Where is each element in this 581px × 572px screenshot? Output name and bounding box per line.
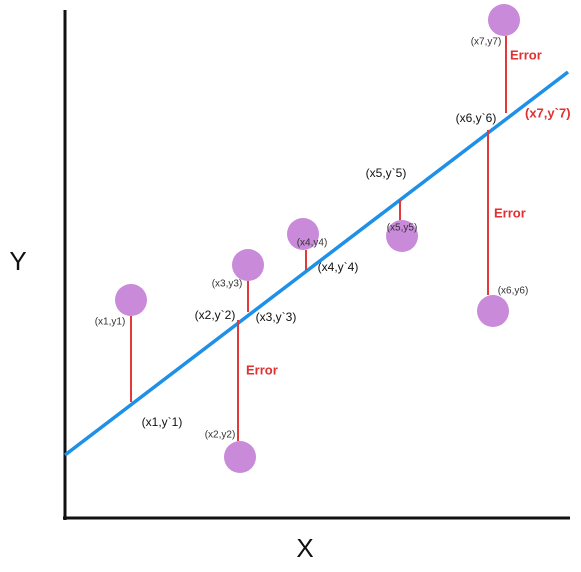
data-point bbox=[386, 220, 418, 252]
point-label: (x3,y3) bbox=[212, 279, 243, 290]
x-axis-label: X bbox=[296, 533, 313, 563]
data-point bbox=[115, 284, 147, 316]
predicted-label: (x1,y`1) bbox=[142, 415, 183, 429]
predicted-label: (x5,y`5) bbox=[366, 166, 407, 180]
point-label: (x6,y6) bbox=[498, 286, 529, 297]
point-label: (x4,y4) bbox=[297, 238, 328, 249]
predicted-label: (x4,y`4) bbox=[318, 260, 359, 274]
point-label: (x2,y2) bbox=[205, 430, 236, 441]
regression-line bbox=[63, 70, 570, 457]
point-label: (x1,y1) bbox=[95, 317, 126, 328]
data-point bbox=[287, 218, 319, 250]
data-point bbox=[224, 441, 256, 473]
error-label: Error bbox=[246, 362, 278, 377]
data-point bbox=[488, 4, 520, 36]
error-label: Error bbox=[494, 205, 526, 220]
predicted-label: (x6,y`6) bbox=[456, 111, 497, 125]
data-point bbox=[477, 295, 509, 327]
y-axis-label: Y bbox=[9, 246, 26, 276]
predicted-label: (x3,y`3) bbox=[256, 310, 297, 324]
error-label: Error bbox=[510, 47, 542, 62]
data-point bbox=[232, 249, 264, 281]
predicted-label: (x2,y`2) bbox=[195, 308, 236, 322]
point-label: (x7,y7) bbox=[471, 37, 502, 48]
predicted-label: (x7,y`7) bbox=[525, 105, 571, 120]
point-label: (x5,y5) bbox=[387, 223, 418, 234]
